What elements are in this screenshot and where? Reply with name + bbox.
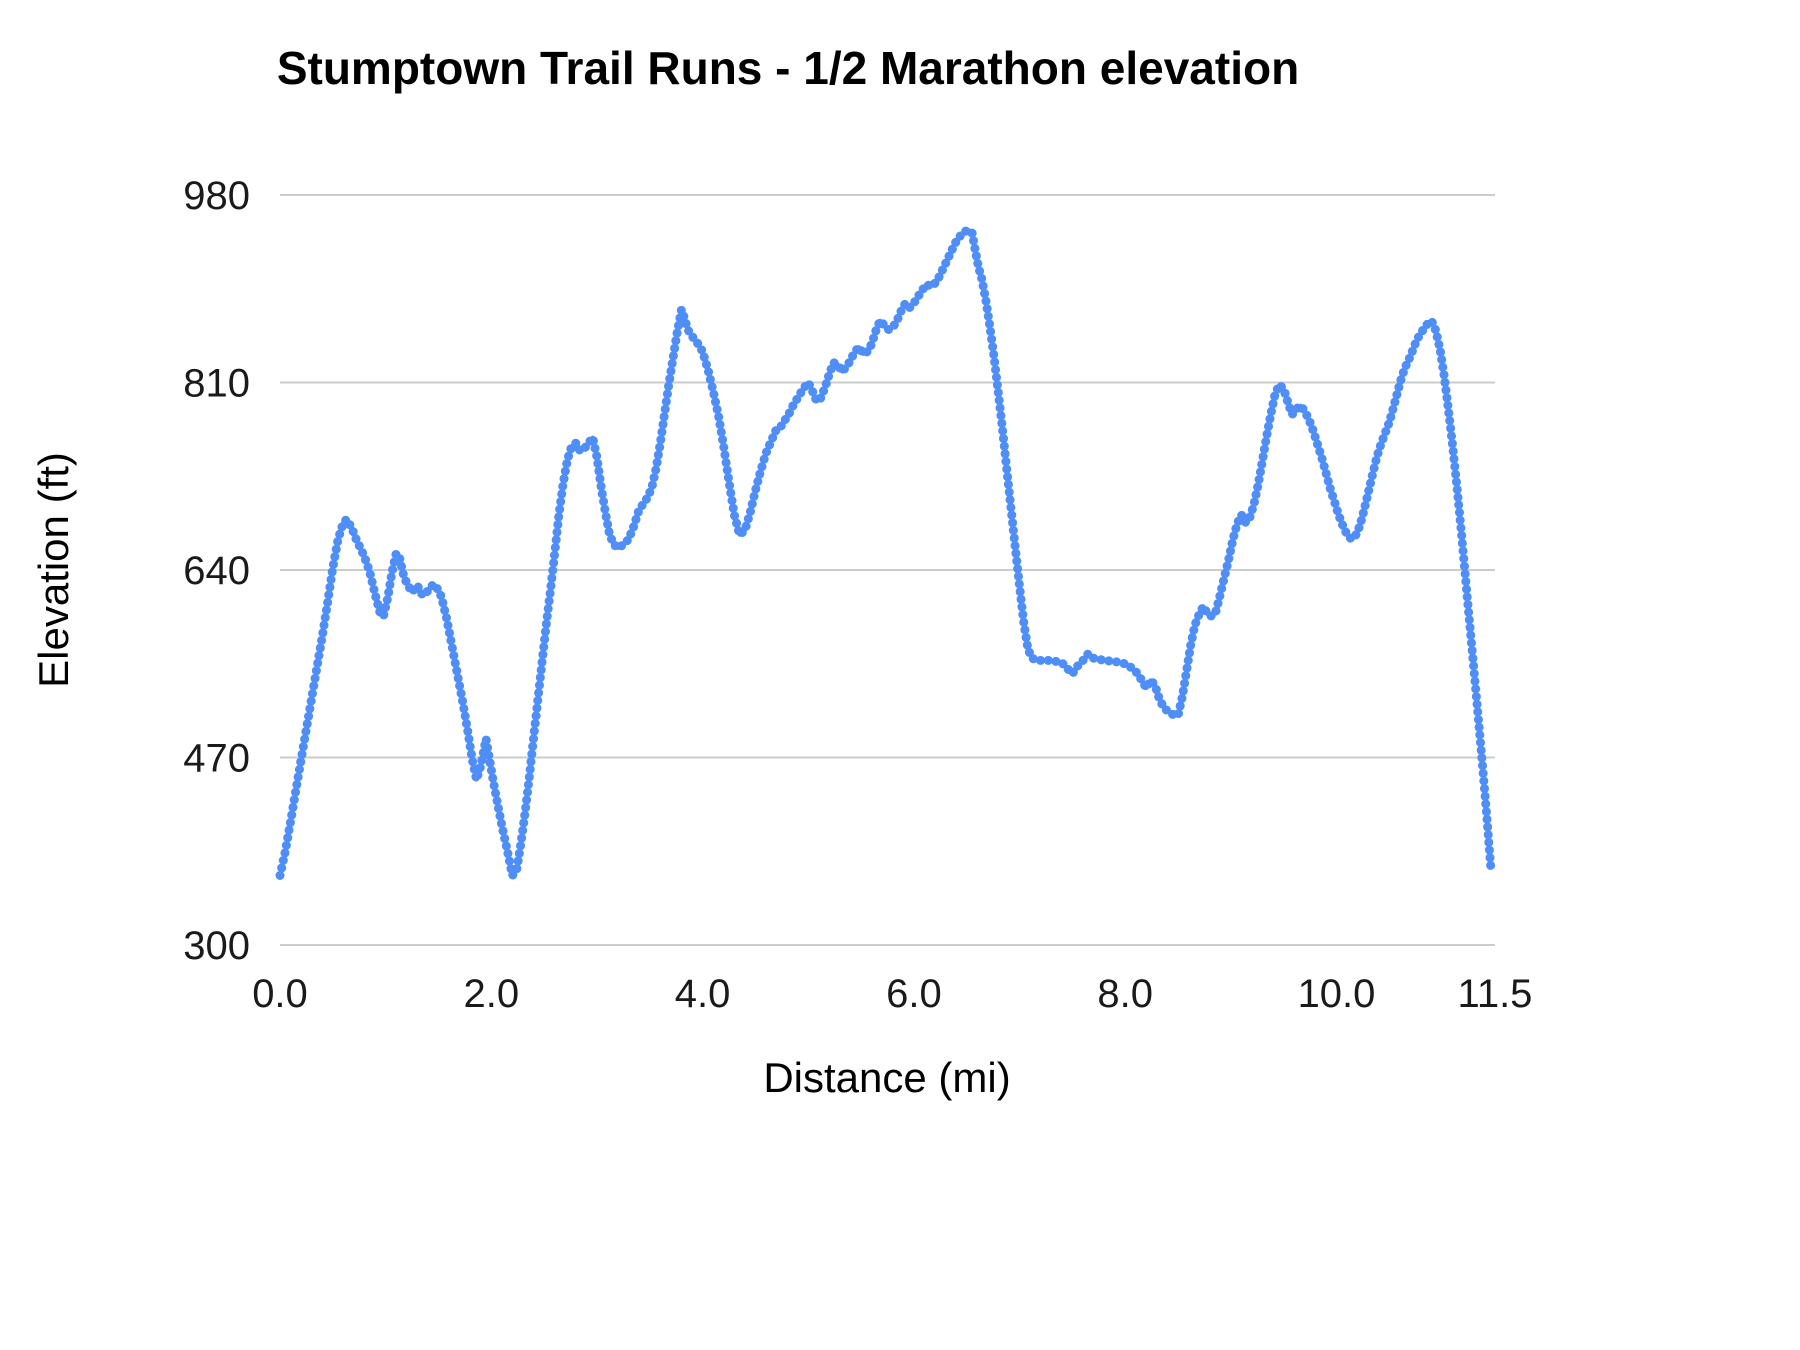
x-tick-label: 4.0: [675, 972, 731, 1016]
y-tick-label: 470: [183, 737, 250, 781]
y-axis-title: Elevation (ft): [30, 452, 77, 688]
series-layer: [275, 225, 1496, 880]
y-tick-label: 810: [183, 362, 250, 406]
x-tick-label: 0.0: [252, 972, 308, 1016]
x-axis-title: Distance (mi): [763, 1054, 1010, 1101]
elevation-line-markers: [275, 225, 1496, 880]
y-tick-label: 300: [183, 924, 250, 968]
grid-layer: [280, 194, 1495, 946]
x-tick-label: 8.0: [1097, 972, 1153, 1016]
x-tick-label: 10.0: [1298, 972, 1376, 1016]
x-tick-label: 11.5: [1458, 972, 1533, 1016]
y-tick-label: 640: [183, 549, 250, 593]
x-tick-label: 2.0: [463, 972, 519, 1016]
chart-title: Stumptown Trail Runs - 1/2 Marathon elev…: [277, 42, 1299, 94]
tick-layer: 300 470 640 810 980 0.0 2.0 4.0 6.0 8.0 10.0 11.5: [183, 174, 1532, 1016]
y-tick-label: 980: [183, 174, 250, 218]
x-tick-label: 6.0: [886, 972, 942, 1016]
